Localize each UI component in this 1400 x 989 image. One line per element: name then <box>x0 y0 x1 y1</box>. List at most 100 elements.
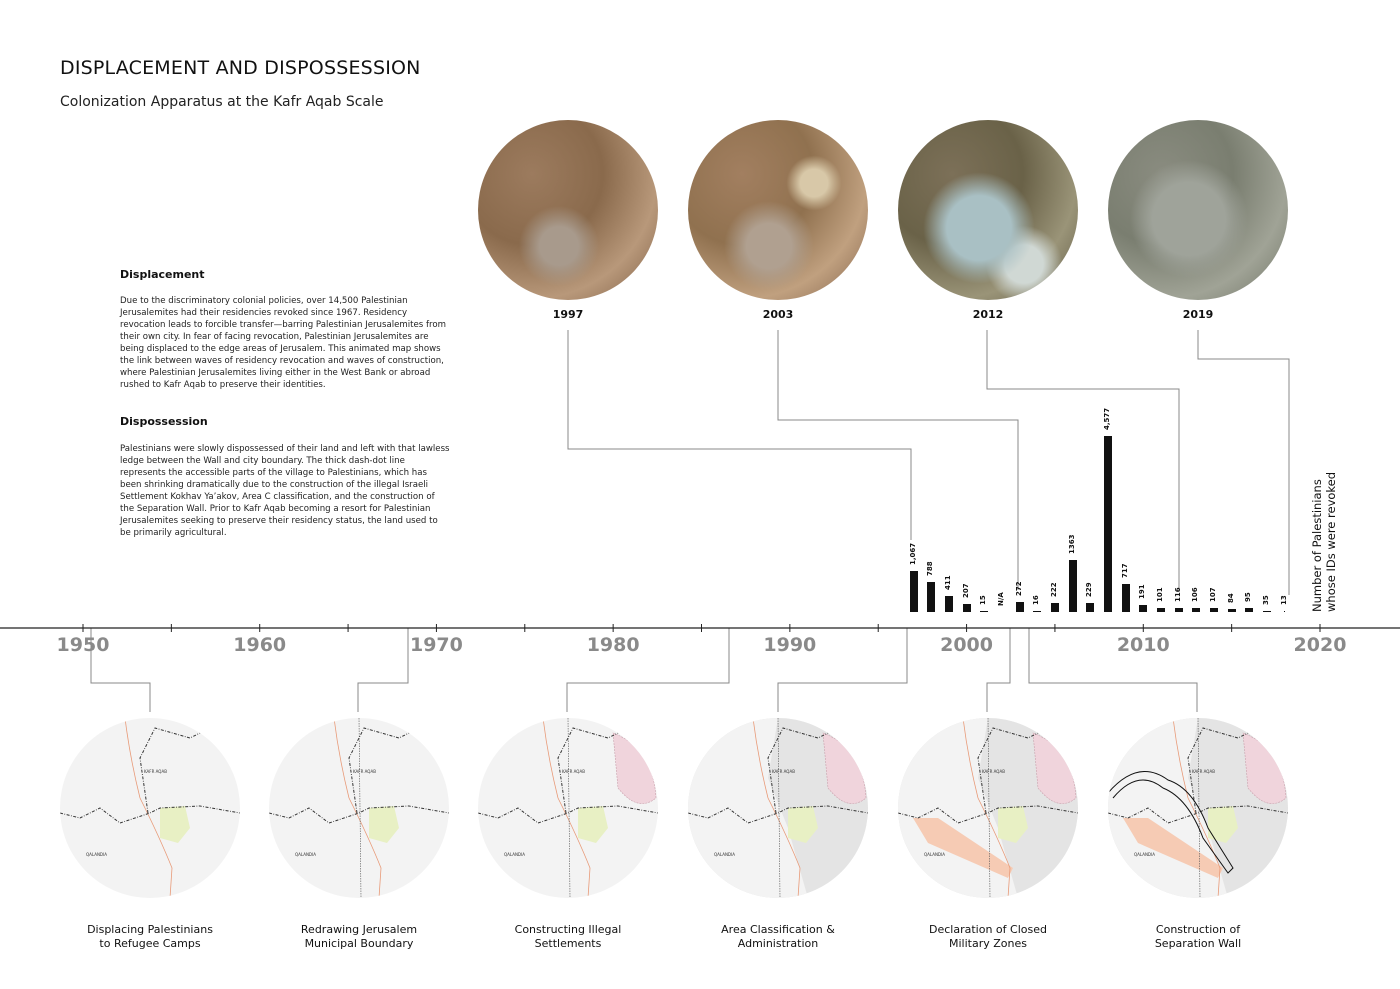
bar-2014 <box>1209 607 1218 612</box>
bar-value-label: 101 <box>1155 587 1164 603</box>
bar-2001 <box>980 610 989 612</box>
connector-1997 <box>567 330 912 540</box>
map-caption: Declaration of Closed Military Zones <box>888 923 1088 951</box>
axis-year-label: 1980 <box>586 634 640 656</box>
satellite-image-2012 <box>898 120 1078 300</box>
bar-value-label: 15 <box>979 594 988 605</box>
bar-value-label: 16 <box>1032 594 1041 605</box>
map-caption-line: Settlements <box>534 937 602 950</box>
map-6: KAFR AQAB QALANDIA <box>1108 718 1288 898</box>
map-caption-line: Administration <box>737 937 819 950</box>
axis-year-label: 1950 <box>56 634 110 656</box>
map-label-qalandia: QALANDIA <box>504 852 525 857</box>
bar-value-label: 95 <box>1244 592 1253 603</box>
map-label-qalandia: QALANDIA <box>295 852 316 857</box>
map-caption-line: Area Classification & <box>721 923 835 936</box>
satellite-year-label: 2019 <box>1182 308 1214 321</box>
bar-value-label: 107 <box>1208 587 1217 602</box>
map-caption: Area Classification & Administration <box>678 923 878 951</box>
bar-value-label: 229 <box>1085 582 1094 598</box>
chart-label-line: Number of Palestinians <box>1310 479 1324 612</box>
map-caption: Displacing Palestinians to Refugee Camps <box>50 923 250 951</box>
bar-value-label: 207 <box>961 583 970 599</box>
connector-2003 <box>777 330 1019 590</box>
bar-value-label: 272 <box>1014 580 1023 596</box>
bar-2000 <box>962 604 971 612</box>
bar-1998 <box>927 581 936 612</box>
connector-map-6 <box>1028 628 1198 712</box>
map-label-kafr-aqab: KAFR AQAB <box>562 769 585 774</box>
map-caption: Construction of Separation Wall <box>1098 923 1298 951</box>
satellite-image-2003 <box>688 120 868 300</box>
map-3: KAFR AQAB QALANDIA <box>478 718 658 898</box>
bar-2013 <box>1192 607 1201 612</box>
bar-value-label: 4,577 <box>1102 407 1111 430</box>
map-label-kafr-aqab: KAFR AQAB <box>144 769 167 774</box>
bar-2008 <box>1103 436 1112 612</box>
bar-value-label: 1,067 <box>908 542 917 565</box>
bar-value-label: N/A <box>996 592 1005 606</box>
map-caption-line: Declaration of Closed <box>929 923 1047 936</box>
map-label-qalandia: QALANDIA <box>924 852 945 857</box>
bar-2015 <box>1227 608 1236 612</box>
map-label-kafr-aqab: KAFR AQAB <box>1192 769 1215 774</box>
displacement-text: Due to the discriminatory colonial polic… <box>120 296 447 390</box>
dispossession-heading: Dispossession <box>120 415 208 428</box>
page-subtitle: Colonization Apparatus at the Kafr Aqab … <box>60 94 384 110</box>
map-4: KAFR AQAB QALANDIA <box>688 718 868 898</box>
map-label-kafr-aqab: KAFR AQAB <box>772 769 795 774</box>
axis-year-label: 1960 <box>233 634 287 656</box>
map-1: KAFR AQAB QALANDIA <box>60 718 240 898</box>
bar-value-label: 411 <box>943 575 952 591</box>
bar-2017 <box>1262 610 1271 612</box>
map-caption-line: Displacing Palestinians <box>87 923 213 936</box>
satellite-year-label: 1997 <box>552 308 584 321</box>
bar-value-label: 13 <box>1279 594 1288 605</box>
bar-value-label: 717 <box>1120 563 1129 579</box>
axis-year-label: 2000 <box>940 634 993 656</box>
satellite-image-1997 <box>478 120 658 300</box>
bar-2006 <box>1068 559 1077 612</box>
axis-year-label: 2010 <box>1116 634 1170 656</box>
bar-2018 <box>1283 610 1286 612</box>
chart-axis-label: Number of Palestinians whose IDs were re… <box>1310 472 1338 612</box>
bar-2010 <box>1139 604 1148 612</box>
connector-map-5 <box>986 628 1011 712</box>
bar-value-label: 35 <box>1261 594 1270 605</box>
bar-value-label: 222 <box>1049 582 1058 598</box>
map-label-qalandia: QALANDIA <box>714 852 735 857</box>
map-5: KAFR AQAB QALANDIA <box>898 718 1078 898</box>
axis-year-label: 1970 <box>409 634 463 656</box>
map-caption: Redrawing Jerusalem Municipal Boundary <box>259 923 459 951</box>
map-caption-line: Construction of <box>1155 923 1241 936</box>
map-label-qalandia: QALANDIA <box>1134 852 1155 857</box>
map-label-kafr-aqab: KAFR AQAB <box>353 769 376 774</box>
bar-2005 <box>1050 603 1059 612</box>
axis-year-label: 1990 <box>763 634 817 656</box>
connector-2019 <box>1197 330 1290 595</box>
chart-label-line: whose IDs were revoked <box>1324 471 1338 612</box>
bar-1999 <box>944 596 953 612</box>
map-caption-line: Separation Wall <box>1154 937 1242 950</box>
bar-value-label: 788 <box>926 561 935 576</box>
bar-value-label: 106 <box>1191 587 1200 602</box>
connector-2012 <box>986 330 1180 592</box>
satellite-year-label: 2003 <box>762 308 794 321</box>
bar-2011 <box>1156 608 1165 612</box>
connector-map-2 <box>357 628 409 712</box>
map-caption: Constructing Illegal Settlements <box>468 923 668 951</box>
axis-year-label: 2020 <box>1293 634 1347 656</box>
bar-2003 <box>1015 601 1024 612</box>
map-caption-line: Constructing Illegal <box>514 923 622 936</box>
bar-value-label: 191 <box>1138 584 1147 599</box>
bar-2016 <box>1245 608 1254 612</box>
map-caption-line: Municipal Boundary <box>304 937 414 950</box>
bar-1997 <box>909 570 918 612</box>
connector-map-4 <box>777 628 908 712</box>
map-caption-line: Military Zones <box>949 937 1027 950</box>
connector-map-1 <box>90 628 151 712</box>
satellite-image-2019 <box>1108 120 1288 300</box>
satellite-year-label: 2012 <box>972 308 1004 321</box>
map-caption-line: Redrawing Jerusalem <box>300 923 418 936</box>
